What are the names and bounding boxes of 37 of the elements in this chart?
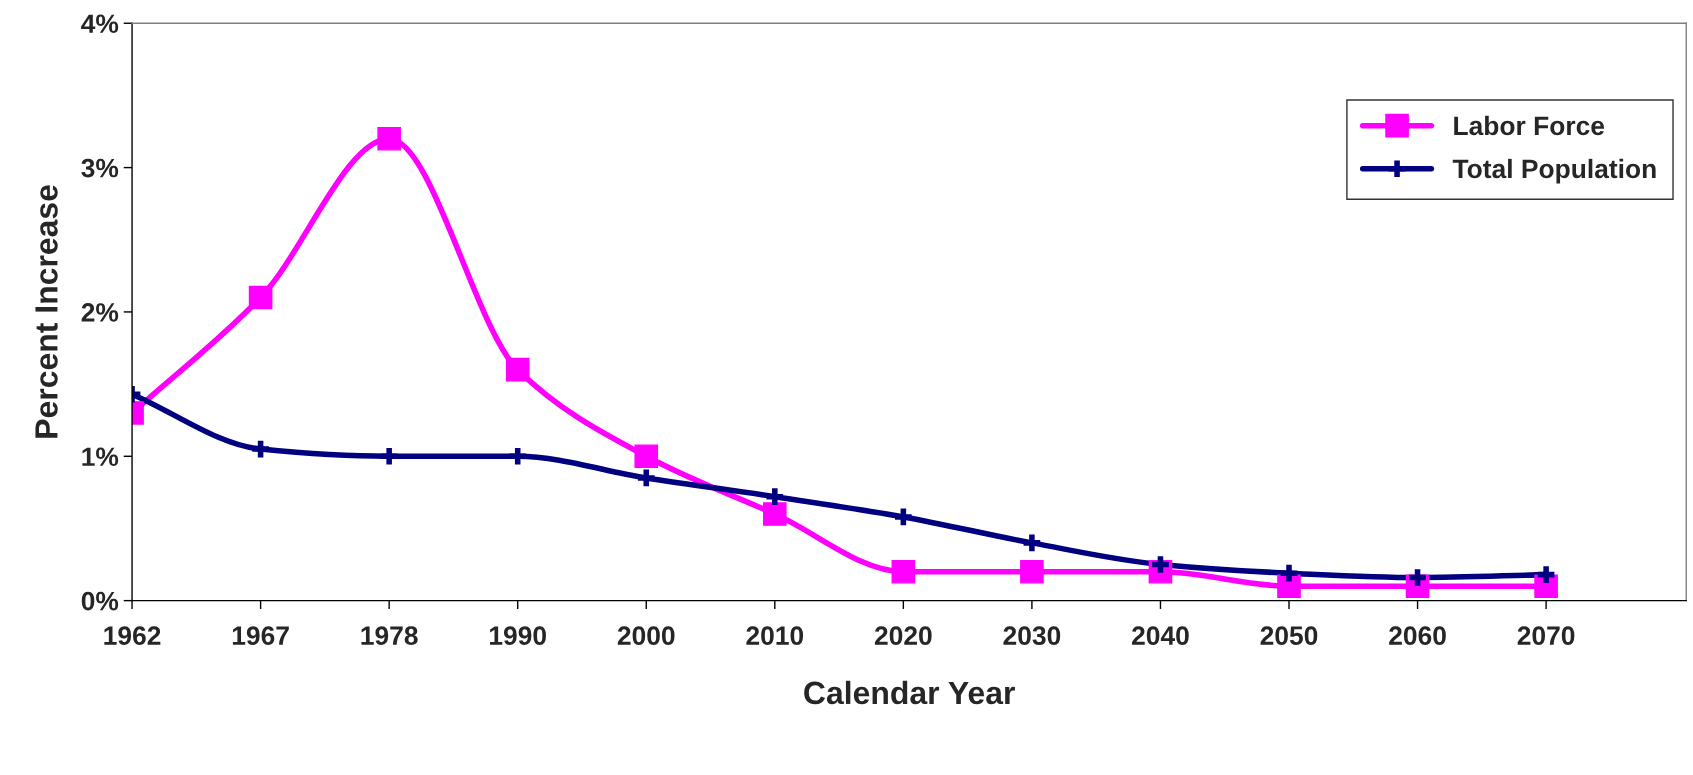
y-tick-label: 4% xyxy=(81,14,119,34)
point xyxy=(762,502,787,526)
legend-label: Labor Force xyxy=(1454,115,1605,136)
point xyxy=(891,559,916,584)
point xyxy=(1280,564,1298,582)
point xyxy=(380,447,398,465)
y-tick-label: 0% xyxy=(81,591,119,611)
point xyxy=(509,447,527,465)
x-tick-label: 1990 xyxy=(490,626,546,646)
x-tick-label: 2050 xyxy=(1260,626,1318,646)
y-tick-label: 1% xyxy=(82,447,119,467)
point xyxy=(1537,566,1555,583)
x-tick-label: 2040 xyxy=(1132,626,1189,646)
point xyxy=(637,469,655,487)
point xyxy=(766,488,784,506)
y-tick-label: 3% xyxy=(81,158,119,178)
point xyxy=(252,440,269,458)
x-tick-label: 2070 xyxy=(1517,626,1575,646)
x-tick-label: 2030 xyxy=(1003,626,1061,646)
x-tick-label: 2060 xyxy=(1389,626,1446,646)
y-axis-title: Percent Increase xyxy=(35,185,58,438)
legend-label: Total Population xyxy=(1452,158,1656,184)
x-tick-label: 2020 xyxy=(874,626,932,646)
x-tick-label: 2010 xyxy=(746,626,804,646)
x-tick-label: 1967 xyxy=(232,626,289,646)
point xyxy=(895,508,912,526)
x-tick-label: 1978 xyxy=(361,626,418,646)
x-tick-label: 1962 xyxy=(104,626,161,646)
x-tick-label: 2000 xyxy=(617,626,675,646)
point xyxy=(1023,534,1041,552)
point xyxy=(505,357,530,382)
point xyxy=(248,285,273,310)
y-tick-label: 2% xyxy=(81,303,119,322)
point xyxy=(1020,559,1044,584)
point xyxy=(634,444,659,469)
point xyxy=(377,126,401,151)
x-axis-title: Calendar Year xyxy=(804,680,1015,705)
